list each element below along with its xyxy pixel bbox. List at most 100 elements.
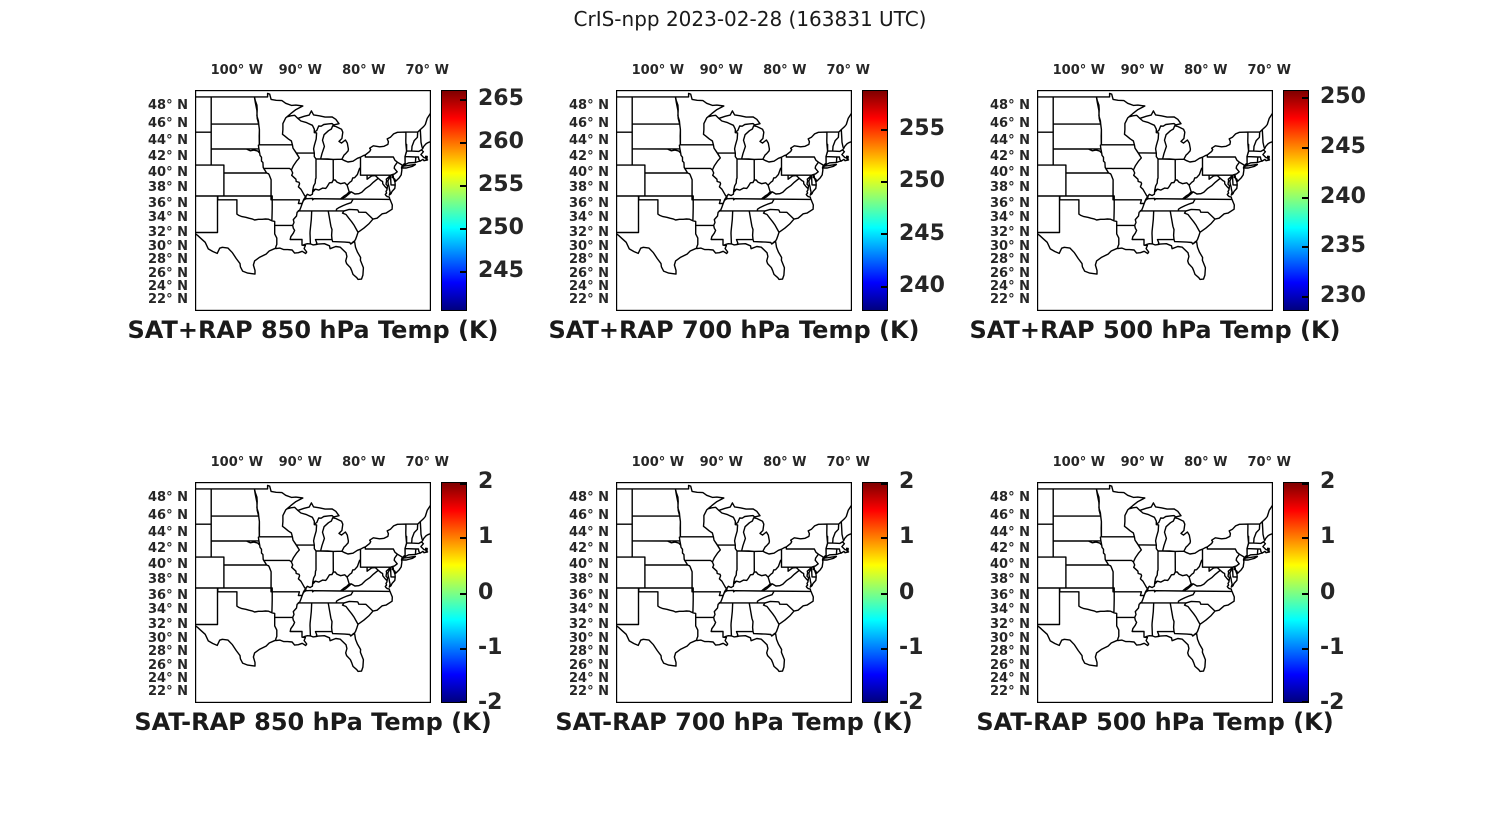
lat-tick-label: 32° N bbox=[990, 224, 1030, 240]
lat-tick-label: 24° N bbox=[569, 671, 609, 686]
map-frame bbox=[1037, 90, 1273, 311]
lat-tick-label: 36° N bbox=[990, 195, 1030, 211]
lat-tick-label: 30° N bbox=[148, 630, 188, 646]
lat-tick-label: 26° N bbox=[990, 657, 1030, 673]
panel-title: SAT-RAP 850 hPa Temp (K) bbox=[134, 708, 492, 736]
colorbar-tick-label: -1 bbox=[478, 634, 503, 660]
lat-tick-label: 46° N bbox=[990, 115, 1030, 131]
colorbar-tick bbox=[1302, 146, 1308, 149]
lon-tick-label: 90° W bbox=[278, 63, 323, 78]
us-map-svg bbox=[616, 90, 852, 311]
lat-tick-label: 24° N bbox=[569, 279, 609, 294]
lat-tick-label: 38° N bbox=[569, 572, 609, 588]
panel-title: SAT-RAP 500 hPa Temp (K) bbox=[976, 708, 1334, 736]
state-outlines-path bbox=[195, 92, 431, 281]
lon-tick-label: 70° W bbox=[405, 455, 449, 470]
colorbar-tick-label: 0 bbox=[478, 579, 494, 605]
lat-tick-label: 42° N bbox=[148, 541, 188, 556]
lat-tick-label: 26° N bbox=[148, 265, 188, 281]
colorbar-tick-label: 260 bbox=[478, 129, 524, 155]
colorbar-tick-label: -2 bbox=[478, 690, 503, 715]
lat-tick-label: 26° N bbox=[569, 657, 609, 673]
lon-tick-label: 80° W bbox=[763, 455, 807, 470]
lat-tick-label: 32° N bbox=[990, 616, 1030, 632]
lat-tick-label: 40° N bbox=[990, 165, 1030, 180]
lat-tick-label: 42° N bbox=[569, 149, 609, 164]
colorbar-tick bbox=[1302, 592, 1308, 595]
colorbar-tick bbox=[1302, 296, 1308, 299]
state-outlines-path bbox=[195, 484, 431, 673]
colorbar-tick bbox=[1302, 701, 1308, 703]
lat-tick-label: 34° N bbox=[148, 210, 188, 226]
colorbar-tick bbox=[1302, 96, 1308, 99]
colorbar-tick-label: 240 bbox=[1320, 183, 1366, 209]
colorbar-tick-label: 2 bbox=[1320, 469, 1336, 494]
lat-tick-label: 24° N bbox=[990, 671, 1030, 686]
colorbar-tick bbox=[1302, 246, 1308, 249]
colorbar-tick bbox=[460, 142, 466, 145]
map-frame bbox=[195, 482, 431, 703]
lat-tick-label: 44° N bbox=[569, 132, 609, 148]
lat-tick-label: 40° N bbox=[569, 557, 609, 572]
lat-tick-label: 36° N bbox=[148, 195, 188, 211]
lon-tick-label: 70° W bbox=[1247, 455, 1291, 470]
lon-tick-label: 100° W bbox=[631, 455, 685, 470]
us-map-svg bbox=[1037, 482, 1273, 703]
lat-tick-label: 24° N bbox=[990, 279, 1030, 294]
colorbar-tick-label: -1 bbox=[899, 634, 924, 660]
lon-tick-label: 80° W bbox=[342, 63, 386, 78]
colorbar-tick-label: 235 bbox=[1320, 233, 1366, 259]
lat-tick-label: 46° N bbox=[569, 115, 609, 131]
lat-tick-label: 22° N bbox=[148, 292, 188, 307]
panel-sat-plus-rap-850: SAT+RAP 850 hPa Temp (K) 100° W 90° W 80° … bbox=[127, 63, 523, 344]
lat-tick-label: 38° N bbox=[569, 180, 609, 196]
lon-tick-label: 80° W bbox=[763, 63, 807, 78]
lon-tick-label: 70° W bbox=[826, 63, 870, 78]
lat-tick-label: 38° N bbox=[148, 180, 188, 196]
lon-tick-label: 100° W bbox=[210, 63, 264, 78]
lat-tick-label: 46° N bbox=[990, 507, 1030, 523]
colorbar-tick bbox=[460, 227, 466, 230]
colorbar-tick-label: 1 bbox=[1320, 524, 1336, 550]
lat-tick-label: 44° N bbox=[569, 524, 609, 540]
colorbar-tick bbox=[1302, 196, 1308, 199]
colorbar-tick-label: -2 bbox=[1320, 690, 1345, 715]
lat-tick-label: 24° N bbox=[148, 671, 188, 686]
lat-tick-label: 28° N bbox=[990, 644, 1030, 660]
lat-tick-label: 36° N bbox=[148, 587, 188, 603]
colorbar bbox=[441, 90, 467, 311]
lon-tick-label: 80° W bbox=[1184, 455, 1228, 470]
colorbar-tick bbox=[460, 537, 466, 540]
panel-sat-minus-rap-700: SAT-RAP 700 hPa Temp (K) 100° W 90° W 80° … bbox=[555, 455, 923, 736]
panel-title: SAT+RAP 500 hPa Temp (K) bbox=[969, 316, 1341, 344]
lat-tick-label: 30° N bbox=[990, 238, 1030, 254]
lat-tick-label: 32° N bbox=[569, 224, 609, 240]
lon-tick-label: 90° W bbox=[278, 455, 323, 470]
us-map-svg bbox=[616, 482, 852, 703]
colorbar-tick bbox=[881, 647, 887, 650]
map-frame bbox=[616, 90, 852, 311]
lat-tick-label: 28° N bbox=[148, 252, 188, 268]
colorbar-tick bbox=[460, 185, 466, 188]
lat-tick-label: 30° N bbox=[148, 238, 188, 254]
colorbar bbox=[862, 90, 888, 311]
lat-tick-label: 34° N bbox=[569, 602, 609, 618]
panel-title: SAT-RAP 700 hPa Temp (K) bbox=[555, 708, 913, 736]
colorbar-tick-label: 1 bbox=[478, 524, 494, 550]
colorbar bbox=[441, 482, 467, 703]
panel-title: SAT+RAP 850 hPa Temp (K) bbox=[127, 316, 499, 344]
colorbar-tick bbox=[460, 270, 466, 273]
lat-tick-label: 28° N bbox=[148, 644, 188, 660]
lat-tick-label: 34° N bbox=[990, 210, 1030, 226]
colorbar bbox=[1283, 482, 1309, 703]
lat-tick-label: 22° N bbox=[569, 292, 609, 307]
lat-tick-label: 46° N bbox=[569, 507, 609, 523]
lon-tick-label: 90° W bbox=[1120, 63, 1165, 78]
colorbar-tick bbox=[881, 128, 887, 131]
lat-tick-label: 44° N bbox=[990, 524, 1030, 540]
lat-tick-label: 22° N bbox=[990, 684, 1030, 699]
colorbar-tick bbox=[881, 483, 887, 485]
us-map-svg bbox=[195, 482, 431, 703]
lat-tick-label: 22° N bbox=[569, 684, 609, 699]
